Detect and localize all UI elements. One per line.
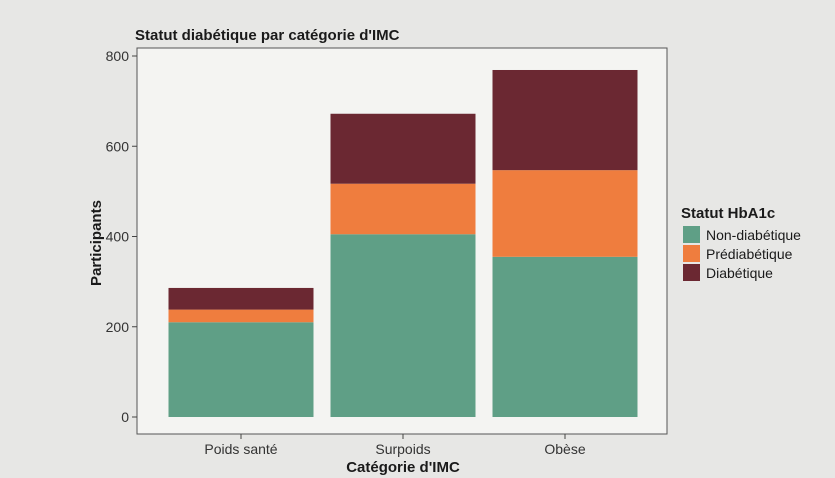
bar-surpoids-prediabetique — [330, 183, 476, 235]
bar-surpoids-non-diabetique — [330, 234, 476, 417]
bar-poids-sante-diabetique — [168, 287, 314, 310]
y-tick-label: 0 — [121, 409, 129, 425]
bar-poids-sante-prediabetique — [168, 309, 314, 323]
y-tick-label: 400 — [106, 229, 130, 245]
y-axis-title: Participants — [88, 200, 105, 286]
bars-group — [168, 69, 638, 417]
legend-title: Statut HbA1c — [681, 205, 775, 222]
y-axis: 0 200 400 600 800 — [106, 48, 137, 425]
legend-label-diabetique: Diabétique — [706, 265, 773, 281]
chart-title: Statut diabétique par catégorie d'IMC — [135, 27, 400, 44]
x-axis: Poids santé Surpoids Obèse — [204, 434, 586, 457]
x-tick-label-poids-sante: Poids santé — [204, 441, 277, 457]
bar-obese-diabetique — [492, 69, 638, 171]
legend-label-non-diabetique: Non-diabétique — [706, 227, 801, 243]
bar-poids-sante-non-diabetique — [168, 322, 314, 417]
y-tick-label: 200 — [106, 319, 130, 335]
bar-surpoids-diabetique — [330, 113, 476, 184]
legend-swatch-prediabetique — [683, 245, 700, 262]
x-tick-label-obese: Obèse — [544, 441, 585, 457]
x-axis-title: Catégorie d'IMC — [346, 459, 460, 476]
y-tick-label: 600 — [106, 138, 130, 154]
legend-swatch-non-diabetique — [683, 226, 700, 243]
x-tick-label-surpoids: Surpoids — [375, 441, 430, 457]
legend-swatch-diabetique — [683, 264, 700, 281]
legend: Statut HbA1c Non-diabétique Prédiabétique… — [681, 205, 801, 281]
bar-obese-non-diabetique — [492, 256, 638, 417]
bar-obese-prediabetique — [492, 170, 638, 257]
y-tick-label: 800 — [106, 48, 130, 64]
legend-label-prediabetique: Prédiabétique — [706, 246, 793, 262]
